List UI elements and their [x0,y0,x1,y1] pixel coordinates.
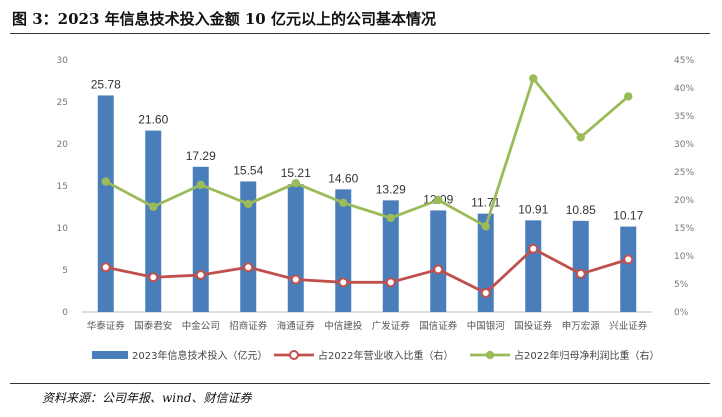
right-tick-label: 25% [674,168,694,178]
series-point [576,133,585,142]
bar-value-label: 25.78 [91,77,121,91]
category-label: 国信证券 [419,320,458,332]
bar-value-label: 10.17 [613,209,643,223]
bar-value-label: 14.60 [328,171,358,185]
source-rule [10,383,710,384]
bar-series [97,95,637,312]
right-tick-label: 20% [674,196,694,206]
series-point [481,222,490,231]
bar [97,95,114,312]
series-point [575,268,586,279]
legend-profit-marker [485,350,495,360]
bar-value-label: 21.60 [138,113,168,127]
bar-value-label: 15.54 [233,163,263,177]
series-point [434,195,443,205]
category-label: 兴业证券 [609,320,648,332]
bar-value-label: 13.29 [376,182,406,196]
bar-value-label: 15.21 [281,166,311,180]
left-tick-label: 25 [57,98,68,108]
series-point [386,213,395,223]
title-rule [10,33,710,34]
right-tick-label: 0% [674,308,689,318]
category-label: 海通证券 [277,320,316,332]
left-tick-label: 30 [57,56,69,66]
series-point [100,262,111,273]
category-labels: 华泰证券 国泰君安 中金公司 招商证券 海通证券 中信建投 广发证券 国信证券 中国银河 国投证券… [87,320,648,332]
bar [430,210,447,312]
legend-profit-label: 占2022年归母净利润比重（右） [514,349,659,362]
left-tick-label: 10 [57,224,69,234]
category-label: 招商证券 [229,320,268,332]
series-point [529,74,538,83]
combo-chart: 0 5 10 15 20 25 30 0% 5% 10% 15% 20% 25% 30% 35% 40% 45… [57,56,695,362]
series-point [480,287,491,298]
figure-title: 图 3：2023 年信息技术投入金额 10 亿元以上的公司基本情况 [12,10,436,28]
series-point [244,199,253,209]
left-tick-label: 5 [62,266,68,276]
legend-bar-swatch [92,351,128,359]
series-point [433,264,444,275]
series-point [385,277,396,288]
bar-value-label: 10.85 [566,203,596,217]
series-point [339,198,348,207]
series-point [291,179,300,188]
bar [287,184,304,312]
right-tick-label: 5% [674,280,689,290]
right-tick-label: 10% [674,252,694,262]
category-label: 华泰证券 [87,320,126,332]
source-note: 资料来源：公司年报、wind、财信证券 [42,391,252,405]
category-label: 申万宏源 [562,320,601,332]
right-tick-label: 35% [674,112,694,122]
series-point [624,92,633,101]
right-tick-label: 45% [674,56,694,66]
series-point [101,177,110,186]
bar [620,226,637,312]
bar [335,189,352,312]
category-label: 广发证券 [372,320,411,332]
left-tick-label: 0 [62,308,68,318]
series-point [149,202,158,211]
bar [240,181,257,312]
right-tick-label: 15% [674,224,694,234]
category-label: 中国银河 [467,320,506,332]
bar [525,220,542,312]
legend-bar-label: 2023年信息技术投入（亿元） [132,349,267,362]
right-tick-label: 30% [674,140,694,150]
bar [145,130,162,312]
bar-data-labels: 25.7821.6017.2915.5415.2114.6013.2912.09… [91,77,644,222]
series-point [528,243,539,254]
right-tick-label: 40% [674,84,694,94]
revenue-ratio-series [100,243,634,298]
left-tick-label: 20 [57,140,69,150]
left-axis: 0 5 10 15 20 25 30 [57,56,69,318]
profit-ratio-series [101,74,633,231]
series-point [195,270,206,281]
legend-revenue-label: 占2022年营业收入比重（右） [318,349,453,362]
left-tick-label: 15 [57,182,68,192]
category-label: 中金公司 [182,320,220,332]
category-label: 国投证券 [514,320,553,332]
series-point [290,274,301,285]
category-label: 国泰君安 [134,320,172,332]
legend: 2023年信息技术投入（亿元） 占2022年营业收入比重（右） 占2022年归母净利… [92,349,659,362]
right-axis: 0% 5% 10% 15% 20% 25% 30% 35% 40% 45% [674,56,694,318]
bar [572,220,589,312]
series-line [105,247,629,295]
series-point [623,254,634,265]
bar-value-label: 10.91 [518,202,548,216]
series-point [338,277,349,288]
category-label: 中信建投 [324,320,363,332]
series-line [105,77,630,228]
bar-value-label: 17.29 [186,149,216,163]
legend-revenue-marker [289,350,299,360]
series-point [243,262,254,273]
series-point [148,272,159,283]
series-point [196,180,205,190]
